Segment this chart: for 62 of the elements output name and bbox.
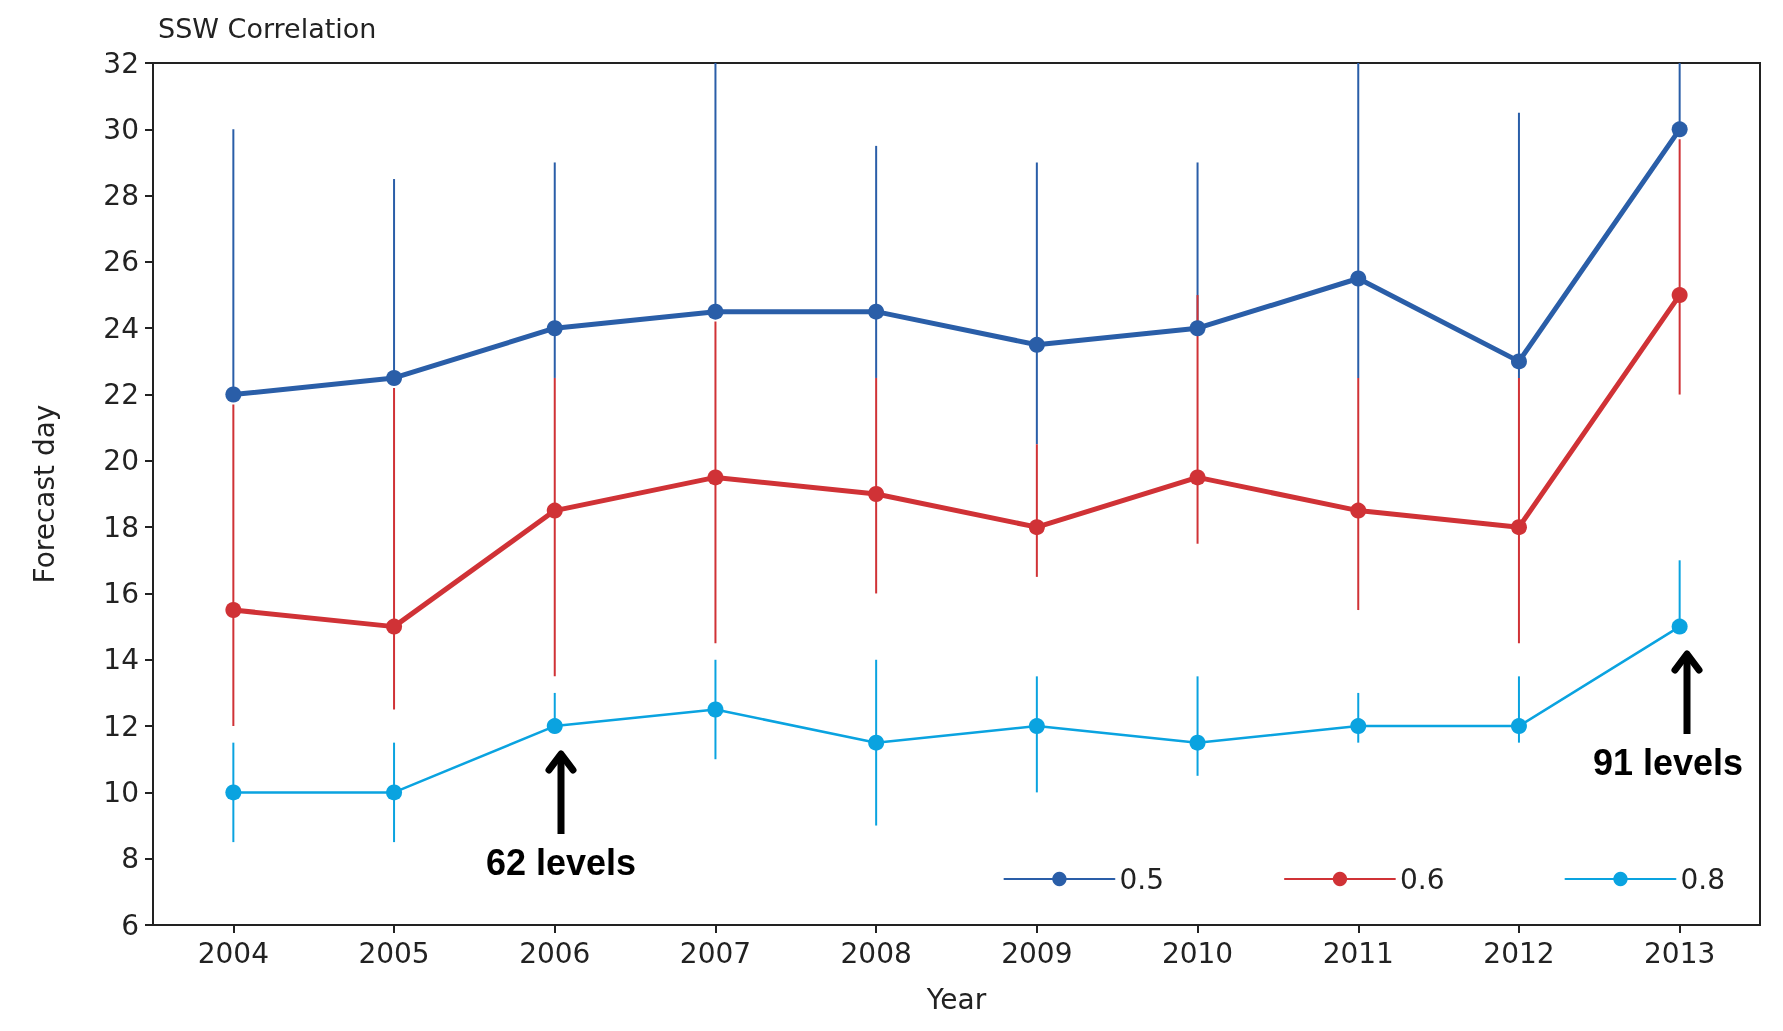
annotation: 62 levels — [485, 841, 637, 883]
point — [225, 602, 242, 619]
point — [868, 303, 885, 320]
x-tick-label: 2008 — [840, 936, 912, 970]
y-tick-label: 30 — [103, 112, 139, 146]
x-tick-label: 2004 — [197, 936, 269, 970]
y-tick-label: 14 — [103, 643, 139, 677]
y-tick-label: 26 — [103, 245, 139, 279]
x-tick-label: 2007 — [679, 936, 752, 970]
y-tick-label: 16 — [103, 576, 139, 610]
legend-label: 0.6 — [1399, 862, 1445, 896]
point — [1350, 718, 1367, 735]
x-tick-label: 2009 — [1001, 936, 1073, 970]
point — [1671, 287, 1688, 304]
x-axis-title: Year — [925, 982, 987, 1016]
y-tick-label: 18 — [103, 510, 139, 544]
point — [707, 303, 724, 320]
x-tick-label: 2013 — [1644, 936, 1716, 970]
point — [546, 320, 563, 337]
point — [1189, 734, 1206, 751]
y-tick-label: 24 — [103, 311, 139, 345]
point — [707, 469, 724, 486]
point — [546, 718, 563, 735]
point — [1189, 469, 1206, 486]
point — [1510, 353, 1527, 370]
annotation: 91 levels — [1592, 741, 1744, 783]
point — [1189, 320, 1206, 337]
y-tick-label: 6 — [121, 908, 139, 942]
point — [1510, 718, 1527, 735]
point — [386, 784, 403, 801]
y-tick-label: 10 — [103, 775, 139, 809]
x-tick-label: 2012 — [1483, 936, 1555, 970]
y-tick-label: 20 — [103, 444, 139, 478]
chart-title: SSW Correlation — [158, 13, 377, 44]
point — [1510, 519, 1527, 536]
legend-label: 0.5 — [1119, 862, 1164, 896]
point — [1028, 519, 1045, 536]
y-tick-label: 32 — [103, 46, 139, 80]
x-tick-label: 2006 — [519, 936, 591, 970]
point — [1671, 618, 1688, 635]
y-axis-title: Forecast day — [27, 404, 61, 584]
point — [225, 386, 242, 403]
point — [225, 784, 242, 801]
point — [386, 618, 403, 635]
point — [868, 486, 885, 502]
x-tick-label: 2010 — [1161, 936, 1234, 970]
legend-label: 0.8 — [1680, 862, 1725, 896]
y-tick-label: 28 — [103, 179, 139, 213]
point — [1028, 336, 1045, 353]
point — [546, 502, 563, 519]
y-tick-label: 22 — [103, 378, 139, 412]
point — [707, 701, 724, 718]
point — [386, 369, 403, 386]
x-tick-label: 2011 — [1322, 936, 1394, 970]
point — [1350, 502, 1367, 519]
point — [1350, 270, 1367, 287]
point — [1671, 121, 1688, 138]
y-tick-label: 8 — [121, 842, 139, 876]
x-tick-label: 2005 — [358, 936, 430, 970]
point — [868, 734, 885, 751]
y-tick-label: 12 — [103, 709, 139, 743]
point — [1028, 718, 1045, 735]
